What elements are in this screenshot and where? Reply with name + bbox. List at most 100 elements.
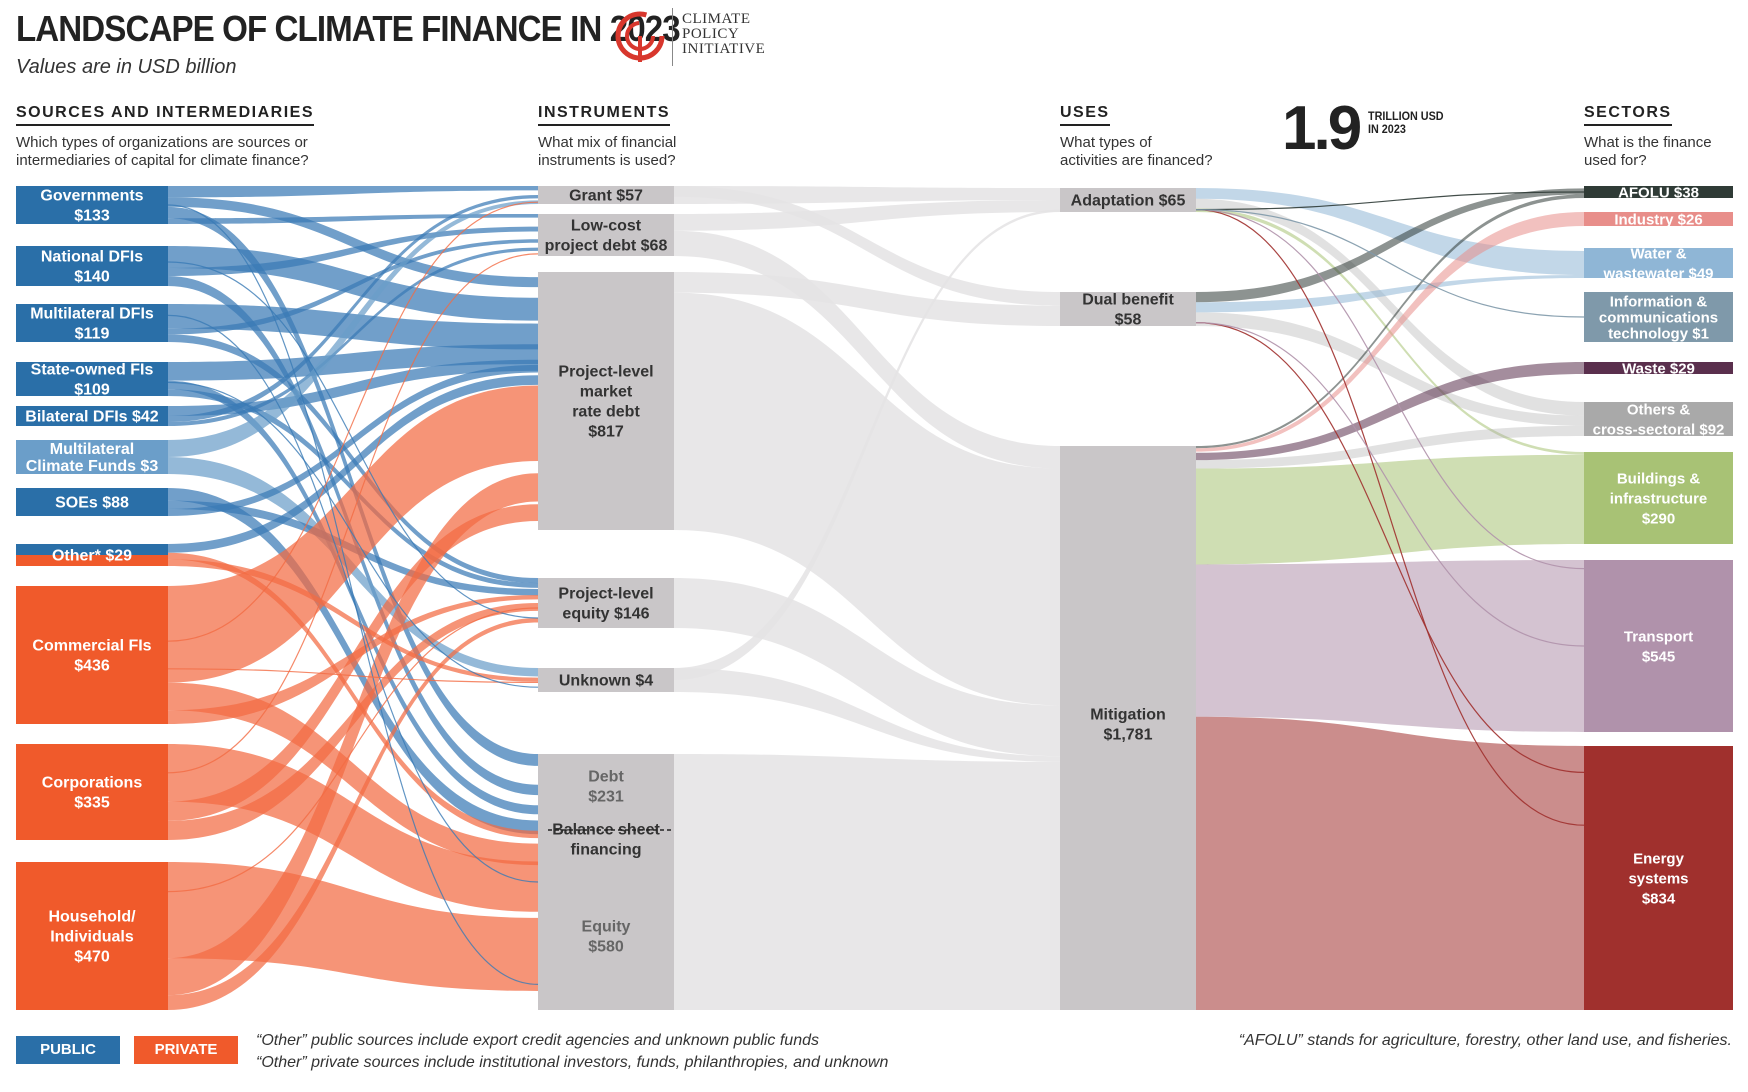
source-label-hh: Household/Individuals $470 [48, 909, 136, 966]
sector-label-buildings: Buildings & infrastructure $290 [1610, 470, 1708, 527]
flow-mitig-to-others [1196, 425, 1584, 469]
flow-grant-to-dual [674, 186, 1060, 306]
logo-divider [672, 8, 673, 66]
flow-line-4 [167, 253, 539, 774]
source-node-ndfi [16, 246, 168, 286]
use-node-dual [1060, 292, 1196, 326]
flow-other-to-unknown [168, 559, 538, 682]
sector-label-industry: Industry $26 [1614, 211, 1702, 228]
flow-line-5 [167, 607, 539, 893]
source-label-gov: Governments $133 [40, 188, 143, 225]
flow-line-sector-4 [1195, 191, 1585, 211]
source-label-corp: Corporations $335 [42, 775, 143, 812]
sector-node-waste [1584, 362, 1733, 374]
sector-node-transport [1584, 560, 1733, 732]
flow-bsf-to-mitig [674, 754, 1060, 1010]
source-label-soe: SOEs $88 [55, 495, 129, 512]
instrument-node-grant [538, 186, 674, 204]
logo-line-2: POLICY [682, 26, 740, 42]
logo-line-3: INITIATIVE [682, 41, 766, 57]
source-label-cfi: Commercial FIs $436 [32, 638, 151, 675]
source-node-cfi [16, 586, 168, 724]
logo-wordmark: CLIMATE POLICY INITIATIVE [682, 12, 765, 57]
note-other-private: “Other” private sources include institut… [256, 1054, 889, 1071]
source-label-mcf: Multilateral Climate Funds $3 [26, 441, 159, 475]
instrument-label-equity: Equity $580 [582, 919, 631, 956]
sector-label-others: Others & cross-sectoral $92 [1593, 401, 1725, 438]
instrument-label-plmrd: Project-level market rate debt $817 [558, 364, 653, 441]
use-label-mitig: Mitigation $1,781 [1090, 707, 1166, 744]
flow-hh-to-ple [168, 618, 538, 1010]
instrument-node-unknown [538, 668, 674, 692]
use-label-adapt: Adaptation $65 [1071, 193, 1186, 210]
flow-bdfi-to-plmrd [168, 359, 538, 416]
flow-line-7 [167, 381, 539, 688]
flow-other-to-plmrd [168, 375, 538, 553]
flow-other-to-bsf [168, 552, 538, 839]
instrument-label-lowcost: Low-cost project debt $68 [545, 218, 668, 255]
use-node-mitig [1060, 446, 1196, 1010]
sources-question-line-2: intermediaries of capital for climate fi… [16, 152, 309, 169]
sector-label-afolu: AFOLU $38 [1618, 184, 1699, 201]
legend-private: PRIVATE [134, 1036, 238, 1064]
source-label-sofi: State-owned FIs $109 [31, 362, 154, 399]
instrument-node-plmrd [538, 272, 674, 530]
instrument-node-bsf [538, 754, 674, 1010]
flow-cfi-to-bsf [168, 682, 538, 866]
source-node-other [16, 544, 168, 555]
instrument-label-grant: Grant $57 [569, 188, 643, 205]
instruments-question-line-1: What mix of financial [538, 134, 677, 151]
logo-line-1: CLIMATE [682, 11, 751, 27]
instruments-question-line-2: instruments is used? [538, 152, 676, 169]
source-label-mdfi: Multilateral DFIs $119 [30, 306, 154, 343]
sources-question: Which types of organizations are sources… [16, 134, 309, 170]
flow-gov-to-plmrd [168, 197, 538, 288]
flow-line-2 [167, 314, 539, 883]
source-label-bdfi: Bilateral DFIs $42 [25, 409, 159, 426]
flow-dual-to-water [1196, 275, 1584, 313]
source-node-sofi [16, 362, 168, 396]
source-node-mcf [16, 440, 168, 474]
sector-node-afolu [1584, 186, 1733, 198]
flow-adapt-to-water [1196, 188, 1584, 275]
sector-label-energy: Energy systems $834 [1628, 850, 1688, 907]
sources-question-line-1: Which types of organizations are sources… [16, 134, 308, 151]
flow-mdfi-to-lowcost [168, 239, 538, 335]
total-finance-value: 1.9 [1282, 94, 1362, 163]
instruments-heading: INSTRUMENTS [538, 104, 671, 126]
page-subtitle: Values are in USD billion [16, 56, 237, 78]
flow-line-sector-0 [1195, 209, 1585, 826]
flow-dual-to-afolu [1196, 188, 1584, 303]
flow-sofi-to-plmrd [168, 344, 538, 381]
flow-unknown-to-mitig [674, 668, 1060, 762]
flow-bdfi-to-grant [168, 195, 538, 422]
flow-corp-to-plmrd [168, 504, 538, 821]
cpi-logo-icon [615, 11, 665, 62]
sectors-heading: SECTORS [1584, 104, 1672, 126]
flow-line-sector-3 [1195, 322, 1585, 647]
instrument-label-ple: Project-level equity $146 [558, 586, 653, 623]
source-node-mdfi [16, 304, 168, 342]
flow-plmrd-to-dual [674, 272, 1060, 326]
sector-label-ict: Information & communications technology $1 [1599, 293, 1718, 342]
page-title: LANDSCAPE OF CLIMATE FINANCE IN 2023 [16, 8, 681, 49]
flow-mitig-to-energy [1196, 716, 1584, 1010]
sector-label-transport: Transport $545 [1624, 628, 1693, 665]
sector-label-water: Water & wastewater $49 [1602, 245, 1713, 282]
flow-line-sector-2 [1195, 322, 1585, 773]
flow-ndfi-to-lowcost [168, 226, 538, 276]
flow-adapt-to-others [1196, 198, 1584, 416]
flow-mdfi-to-ple [168, 334, 538, 584]
source-node-soe [16, 488, 168, 516]
source-node-other-private [16, 555, 168, 566]
instrument-node-lowcost [538, 214, 674, 256]
flow-lowcost-to-mitig [674, 230, 1060, 469]
instrument-node-ple [538, 578, 674, 628]
flow-mitig-to-transport [1196, 560, 1584, 732]
source-node-hh [16, 862, 168, 1010]
flow-line-sector-5 [1195, 209, 1585, 318]
instrument-label-unknown: Unknown $4 [559, 673, 653, 690]
flow-lowcost-to-adapt [674, 200, 1060, 231]
flow-hh-to-plmrd [168, 473, 538, 996]
